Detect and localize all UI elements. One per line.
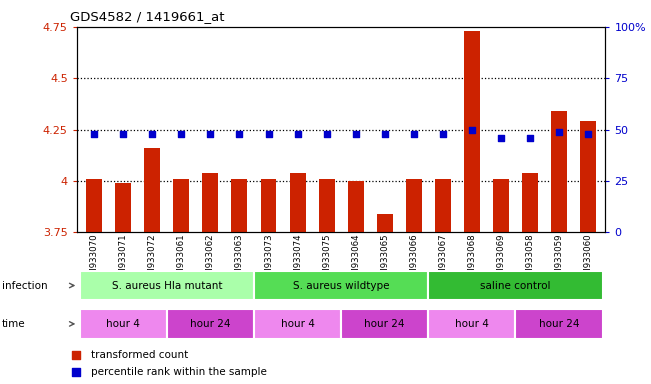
Bar (348, 181, 364, 232)
Point (525, 135, 535, 141)
Text: hour 24: hour 24 (190, 319, 230, 329)
Bar (551, 111, 567, 232)
Bar (428, 309, 516, 339)
Bar (254, 309, 341, 339)
Bar (79, 271, 254, 300)
Text: hour 4: hour 4 (455, 319, 489, 329)
Text: percentile rank within the sample: percentile rank within the sample (90, 366, 266, 377)
Point (350, 131, 361, 137)
Point (380, 131, 390, 137)
Bar (435, 179, 450, 232)
Bar (341, 309, 428, 339)
Point (495, 135, 506, 141)
Bar (516, 309, 603, 339)
Text: saline control: saline control (480, 280, 551, 291)
Bar (377, 214, 393, 232)
Point (118, 131, 128, 137)
Text: hour 4: hour 4 (106, 319, 140, 329)
Text: time: time (2, 319, 25, 329)
Point (467, 126, 477, 132)
Point (147, 131, 158, 137)
Point (292, 131, 303, 137)
Text: hour 24: hour 24 (539, 319, 579, 329)
Bar (79, 309, 167, 339)
Point (322, 131, 332, 137)
Bar (254, 271, 428, 300)
Point (409, 131, 419, 137)
Bar (318, 179, 335, 232)
Bar (115, 183, 132, 232)
Bar (202, 173, 218, 232)
Point (234, 131, 245, 137)
Text: hour 4: hour 4 (281, 319, 314, 329)
Bar (232, 179, 247, 232)
Bar (406, 179, 422, 232)
Point (437, 131, 448, 137)
Bar (464, 31, 480, 232)
Point (70, 352, 81, 358)
Point (205, 131, 215, 137)
Bar (173, 179, 189, 232)
Bar (290, 173, 305, 232)
Point (554, 129, 564, 135)
Bar (167, 309, 254, 339)
Point (263, 131, 273, 137)
Text: GDS4582 / 1419661_at: GDS4582 / 1419661_at (70, 10, 225, 23)
Point (583, 131, 593, 137)
Bar (428, 271, 603, 300)
Text: transformed count: transformed count (90, 350, 188, 360)
Point (70, 369, 81, 375)
Bar (86, 179, 102, 232)
Bar (145, 148, 160, 232)
Text: hour 24: hour 24 (365, 319, 405, 329)
Text: infection: infection (2, 280, 48, 291)
Bar (580, 121, 596, 232)
Point (89, 131, 100, 137)
Bar (522, 173, 538, 232)
Text: S. aureus wildtype: S. aureus wildtype (293, 280, 389, 291)
Point (176, 131, 187, 137)
Bar (493, 179, 509, 232)
Text: S. aureus Hla mutant: S. aureus Hla mutant (111, 280, 222, 291)
Bar (260, 179, 277, 232)
